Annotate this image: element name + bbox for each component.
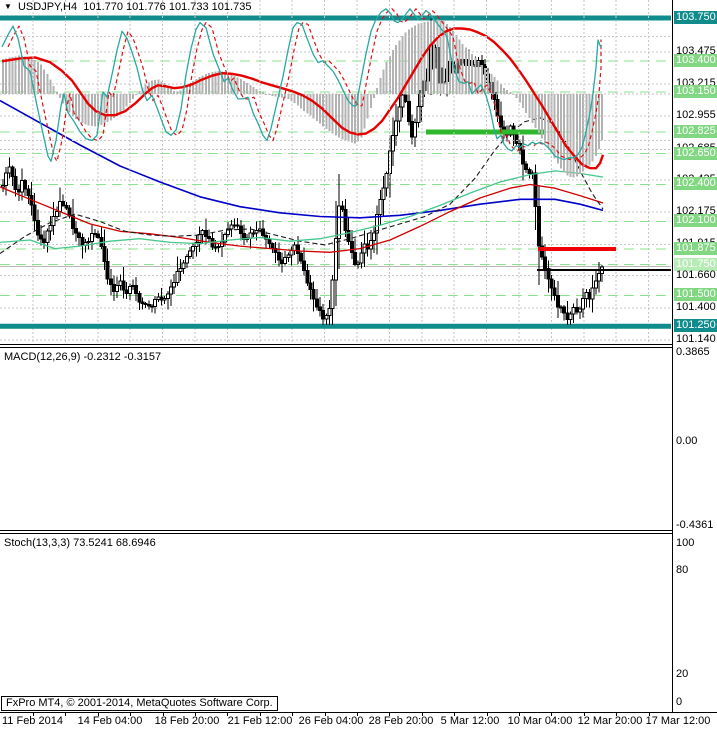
time-tick [195,713,196,716]
panel-separator [0,347,717,348]
time-axis-label: 28 Feb 20:00 [368,715,434,727]
price-axis-label: 101.750 [674,257,717,271]
macd-values: -0.2312 -0.3157 [83,351,162,363]
time-tick [649,713,650,716]
time-axis-label: 17 Mar 12:00 [645,715,711,727]
stoch-name: Stoch(13,3,3) [4,537,71,549]
indicator-scale-label: 0.3865 [676,346,710,358]
stoch-indicator-label: Stoch(13,3,3) 73.5241 68.6946 [4,537,156,549]
time-tick [130,713,131,716]
copyright-notice: FxPro MT4, © 2001-2014, MetaQuotes Softw… [1,696,278,711]
time-axis-label: 26 Feb 04:00 [298,715,364,727]
price-axis-label: 103.475 [676,44,716,57]
ma-red-line [0,183,604,253]
time-tick [616,713,617,716]
indicator-scale-label: 20 [676,668,689,680]
time-axis-label: 14 Feb 04:00 [77,715,143,727]
time-tick [65,713,66,716]
time-tick [389,713,390,716]
time-axis[interactable]: 11 Feb 2014 14 Feb 04:00 18 Feb 20:00 21 Fe… [0,712,717,730]
ma-green-line [0,170,604,250]
price-axis-label: 102.825 [674,125,717,139]
time-tick [487,713,488,716]
price-axis-label: 101.660 [676,268,716,281]
ma-black-line [0,117,604,254]
price-axis[interactable]: 103.750 103.475 103.400 103.215 103.150 102.9… [672,0,717,712]
macd-name: MACD(12,26,9) [4,351,81,363]
indicator-scale-label: 0 [676,696,683,708]
panel-separator[interactable] [0,530,717,531]
indicator-scale-label: 0.00 [676,435,698,447]
price-axis-label: 101.400 [676,300,716,313]
price-axis-label: 102.650 [674,146,717,160]
price-axis-label: 103.400 [674,54,717,68]
time-tick [357,713,358,716]
time-tick [260,713,261,716]
indicator-scale-label: 80 [676,564,689,576]
time-axis-label: 11 Feb 2014 [2,715,63,727]
price-axis-label: 101.250 [674,319,717,333]
panel-separator [0,533,717,534]
price-axis-label: 103.750 [674,11,717,24]
price-axis-label: 102.955 [676,109,716,122]
stoch-values: 73.5241 68.6946 [73,537,156,549]
stoch-d-line [7,8,602,162]
time-tick [519,713,520,716]
time-tick [292,713,293,716]
time-axis-label: 21 Feb 12:00 [227,715,293,727]
time-tick [163,713,164,716]
teal-zone-band[interactable] [0,15,671,21]
indicator-scale-label: 100 [676,537,695,549]
indicator-scale-label: -0.4361 [676,519,714,531]
time-tick [325,713,326,716]
price-axis-label: 101.875 [674,242,717,256]
price-axis-label: 102.400 [674,177,717,191]
price-axis-label: 103.150 [674,84,717,98]
time-tick [33,713,34,716]
time-axis-label: 18 Feb 20:00 [154,715,220,727]
ma-blue-line [0,99,604,219]
price-axis-label: 101.500 [674,288,717,302]
candles-group [1,18,605,326]
chart-title: ▼ USDJPY,H4 101.770 101.776 101.733 101.… [4,1,251,13]
time-tick [227,713,228,716]
time-axis-label: 12 Mar 20:00 [577,715,643,727]
price-axis-label: 102.175 [676,205,716,218]
time-axis-label: 5 Mar 12:00 [440,715,500,727]
stoch-k-line [1,8,602,162]
symbol-period-label: USDJPY,H4 [17,1,78,13]
symbol-dropdown-icon[interactable]: ▼ [4,2,12,11]
stoch-panel[interactable] [0,0,672,178]
panel-separator[interactable] [0,344,717,345]
macd-signal-line [1,27,605,170]
time-tick [98,713,99,716]
price-axis-label: 101.140 [676,332,716,345]
time-axis-label: 10 Mar 04:00 [507,715,573,727]
price-axis-label: 102.100 [674,214,717,228]
macd-indicator-label: MACD(12,26,9) -0.2312 -0.3157 [4,351,161,363]
ohlc-values: 101.770 101.776 101.733 101.735 [83,1,252,13]
time-tick [454,713,455,716]
time-tick [422,713,423,716]
time-tick [551,713,552,716]
teal-zone-band[interactable] [0,323,671,329]
time-tick [584,713,585,716]
